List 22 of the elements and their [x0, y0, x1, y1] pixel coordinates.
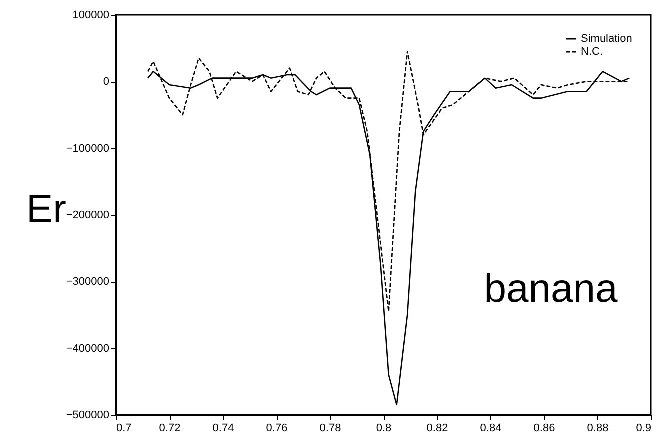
x-tick-label: 0.78: [320, 422, 342, 433]
y-axis-title: Er: [26, 188, 66, 232]
y-tick-label: −200000: [66, 210, 110, 222]
y-tick-label: 100000: [72, 10, 110, 22]
x-tick-label: 0.7: [116, 422, 132, 433]
legend-label: N.C.: [581, 46, 603, 58]
y-tick-label: −100000: [66, 142, 110, 155]
x-tick-label: 0.84: [480, 422, 502, 433]
x-tick-label: 0.88: [587, 422, 609, 433]
y-tick-label: −500000: [66, 410, 110, 422]
y-tick-label: −300000: [66, 276, 110, 288]
x-tick-label: 0.8: [376, 422, 392, 433]
x-tick-label: 0.86: [534, 422, 556, 433]
annotation: banana: [484, 267, 618, 311]
legend-label: Simulation: [581, 33, 632, 45]
y-tick-label: −400000: [66, 342, 110, 355]
x-tick-label: 0.82: [426, 422, 448, 433]
x-tick-label: 0.76: [266, 422, 288, 433]
x-tick-label: 0.72: [159, 422, 181, 433]
y-tick-label: 0: [103, 76, 110, 88]
x-tick-label: 0.9: [636, 422, 652, 433]
x-tick-label: 0.74: [212, 422, 234, 433]
